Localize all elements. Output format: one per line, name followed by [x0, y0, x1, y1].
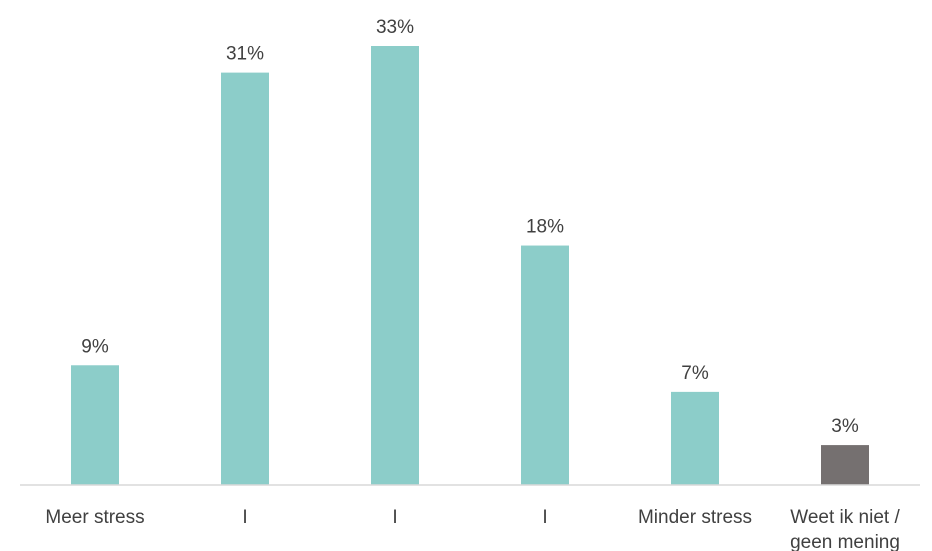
bar: [71, 365, 119, 485]
data-label: 3%: [831, 416, 859, 437]
data-label: 31%: [226, 44, 264, 65]
bars-group: [71, 46, 869, 485]
bar: [671, 391, 719, 485]
x-tick-label: I: [242, 507, 247, 528]
bar: [521, 245, 569, 485]
bar: [371, 46, 419, 485]
data-label: 9%: [81, 336, 109, 357]
x-tick-label: Weet ik niet /: [790, 507, 900, 528]
data-label: 33%: [376, 17, 414, 38]
bar: [821, 445, 869, 485]
x-tick-label: I: [392, 507, 397, 528]
x-tick-label: Meer stress: [45, 507, 144, 528]
x-tick-label: I: [542, 507, 547, 528]
data-label: 18%: [526, 217, 564, 238]
bar: [221, 72, 269, 485]
x-tick-labels-group: Meer stress I I I Minder stress Weet ik niet …: [45, 507, 900, 551]
value-labels-group: 9% 31% 33% 18% 7% 3%: [81, 17, 859, 437]
x-tick-label: geen mening: [790, 532, 900, 551]
data-label: 7%: [681, 363, 709, 384]
x-tick-label: Minder stress: [638, 507, 752, 528]
